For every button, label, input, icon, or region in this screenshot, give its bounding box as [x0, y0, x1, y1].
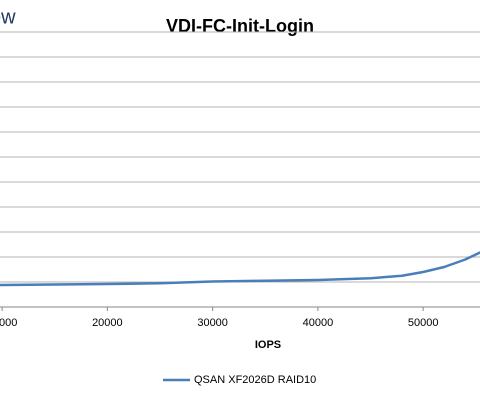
- legend-label: QSAN XF2026D RAID10: [194, 374, 316, 386]
- x-axis-label: IOPS: [255, 339, 281, 351]
- series-line: [0, 251, 480, 287]
- x-tick-label: 20000: [92, 317, 123, 329]
- brand-text: ew: [0, 6, 16, 28]
- chart-title: VDI-FC-Init-Login: [166, 16, 314, 36]
- x-tick-label: 30000: [197, 317, 228, 329]
- x-tick-label: 40000: [303, 317, 334, 329]
- x-tick-label: 50000: [408, 317, 439, 329]
- x-tick-label: 10000: [0, 317, 17, 329]
